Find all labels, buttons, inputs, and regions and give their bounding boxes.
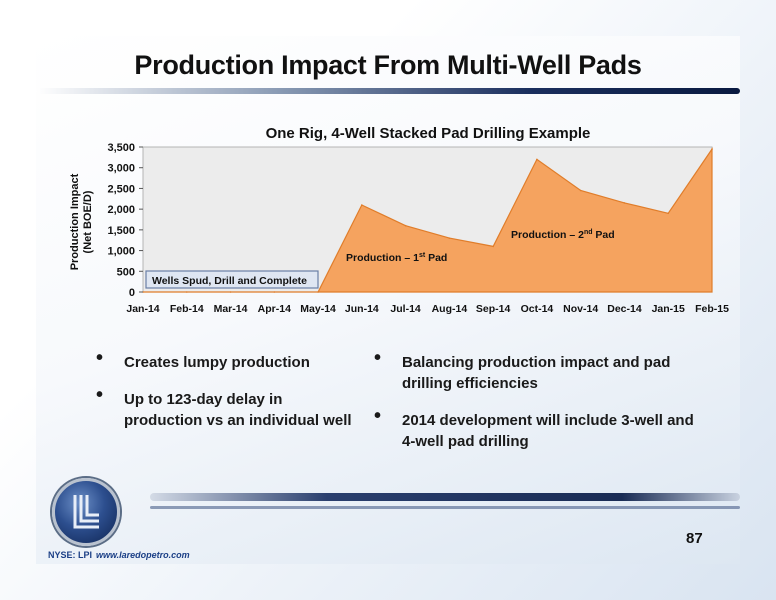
x-tick-label: May-14	[300, 303, 336, 315]
data-point	[317, 291, 319, 293]
y-axis-title: Production Impact	[69, 173, 81, 270]
page-number: 87	[686, 530, 703, 547]
y-tick-label: 500	[117, 266, 135, 278]
bullet-dot-icon: •	[96, 384, 104, 406]
chart-title: One Rig, 4-Well Stacked Pad Drilling Exa…	[266, 125, 591, 142]
stock-ticker: NYSE: LPI	[48, 550, 93, 560]
wells-spud-label: Wells Spud, Drill and Complete	[152, 275, 307, 287]
data-point	[448, 237, 451, 239]
second-pad-label-main: Production – 2	[511, 229, 584, 241]
x-tick-label: Jan-15	[652, 303, 685, 315]
y-tick-label: 1,000	[107, 246, 135, 258]
bullet-item: • Creates lumpy production	[96, 348, 356, 373]
bullet-item: • Up to 123-day delay in production vs an…	[96, 385, 356, 431]
slide-title: Production Impact From Multi-Well Pads	[134, 50, 642, 80]
data-point	[185, 291, 188, 293]
second-pad-label-sup: nd	[584, 229, 593, 236]
first-pad-label-suffix: Pad	[425, 252, 447, 264]
y-tick-label: 3,500	[107, 142, 135, 154]
bullet-text: Up to 123-day delay in production vs an …	[124, 391, 352, 429]
x-tick-label: Jun-14	[345, 303, 379, 315]
y-tick-label: 3,000	[107, 163, 135, 175]
bullet-item: • 2014 development will include 3-well an…	[374, 406, 704, 452]
data-point	[667, 212, 670, 215]
data-point	[492, 245, 494, 248]
data-point	[273, 291, 276, 293]
data-point	[623, 202, 626, 204]
second-pad-label: Production – 2nd Pad	[511, 229, 615, 241]
first-pad-label-main: Production – 1	[346, 252, 419, 264]
data-point	[404, 224, 407, 227]
x-tick-label: Jul-14	[390, 303, 421, 315]
x-tick-label: Oct-14	[521, 303, 554, 315]
bullet-dot-icon: •	[374, 405, 382, 427]
data-point	[536, 158, 538, 161]
y-tick-label: 0	[129, 287, 135, 299]
x-tick-label: Dec-14	[607, 303, 642, 315]
second-pad-label-suffix: Pad	[593, 229, 615, 241]
x-tick-label: Aug-14	[432, 303, 468, 315]
production-area	[143, 147, 713, 293]
first-pad-label: Production – 1st Pad	[346, 252, 447, 264]
x-tick-label: Sep-14	[476, 303, 511, 315]
top-divider-bar	[36, 88, 740, 94]
x-tick-label: Mar-14	[214, 303, 248, 315]
bullet-list-right: • Balancing production impact and pad dri…	[374, 348, 704, 468]
data-point	[711, 148, 713, 150]
bottom-thin-line	[150, 506, 740, 509]
bullet-item: • Balancing production impact and pad dri…	[374, 348, 704, 394]
slide-frame	[36, 36, 740, 564]
x-tick-label: Nov-14	[563, 303, 598, 315]
bullet-dot-icon: •	[96, 347, 104, 369]
wells-spud-callout	[145, 270, 319, 289]
bullet-text: Creates lumpy production	[124, 354, 310, 371]
x-tick-label: Feb-15	[695, 303, 729, 315]
website-link: www.laredopetro.com	[96, 550, 190, 560]
first-pad-label-sup: st	[419, 252, 426, 259]
bullet-text: Balancing production impact and pad dril…	[402, 354, 671, 392]
company-logo-icon	[52, 478, 120, 546]
data-point	[361, 204, 363, 206]
y-tick-label: 1,500	[107, 225, 135, 237]
bullet-list-left: • Creates lumpy production • Up to 123-day…	[96, 348, 356, 447]
x-tick-label: Feb-14	[170, 303, 204, 315]
y-axis-title-line2: (Net BOE/D)	[82, 190, 94, 253]
bottom-divider-bar	[150, 493, 740, 501]
data-point	[579, 189, 582, 192]
y-tick-label: 2,000	[107, 204, 135, 216]
data-point	[229, 291, 232, 293]
x-tick-label: Jan-14	[126, 303, 159, 315]
x-tick-label: Apr-14	[258, 303, 291, 315]
bullet-dot-icon: •	[374, 347, 382, 369]
bullet-text: 2014 development will include 3-well and…	[402, 412, 694, 450]
y-tick-label: 2,500	[107, 183, 135, 195]
